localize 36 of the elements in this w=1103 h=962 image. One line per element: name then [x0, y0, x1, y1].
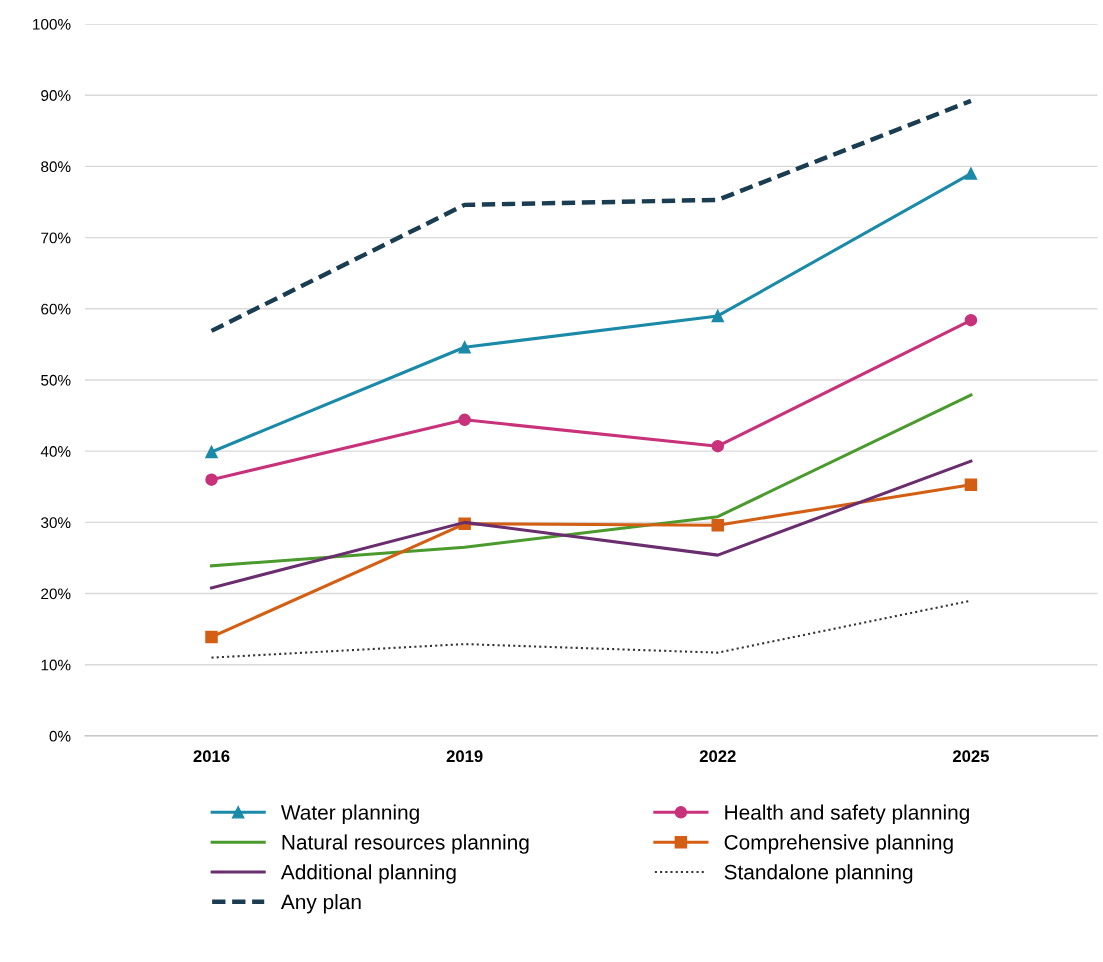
- y-tick-label: 0%: [49, 730, 71, 742]
- legend-label: Natural resources planning: [282, 834, 529, 854]
- y-tick-label: 90%: [41, 90, 71, 101]
- y-tick-label: 10%: [41, 659, 71, 671]
- x-tick-label: 2016: [193, 750, 230, 763]
- point: [964, 313, 978, 327]
- point: [458, 413, 471, 427]
- point: [458, 340, 471, 354]
- line-series: [209, 98, 974, 334]
- point: [205, 445, 218, 459]
- legend-label: Standalone planning: [724, 864, 913, 884]
- legend-label: Health and safety planning: [725, 804, 969, 824]
- y-tick-label: 60%: [41, 303, 71, 315]
- y-tick-label: 100%: [33, 18, 71, 30]
- point: [711, 518, 725, 532]
- point: [205, 630, 218, 644]
- x-tick-label: 2025: [952, 750, 989, 763]
- point: [964, 167, 978, 180]
- y-tick-label: 40%: [40, 446, 71, 457]
- line-series: [209, 459, 973, 590]
- point: [711, 309, 725, 323]
- point: [205, 473, 218, 486]
- y-tick-label: 70%: [41, 232, 71, 244]
- point: [964, 478, 978, 491]
- y-tick-label: 80%: [41, 161, 71, 173]
- line-series: [209, 393, 973, 568]
- y-tick-label: 30%: [41, 517, 71, 529]
- legend-label: Comprehensive planning: [724, 834, 953, 854]
- point: [711, 439, 725, 453]
- legend-label: Water planning: [280, 804, 419, 824]
- x-tick-label: 2019: [446, 750, 483, 763]
- x-tick-label: 2022: [699, 750, 736, 763]
- legend-label: Any plan: [280, 894, 361, 914]
- legend-label: Additional planning: [280, 864, 456, 884]
- y-tick-label: 20%: [41, 588, 71, 600]
- y-tick-label: 50%: [41, 374, 71, 386]
